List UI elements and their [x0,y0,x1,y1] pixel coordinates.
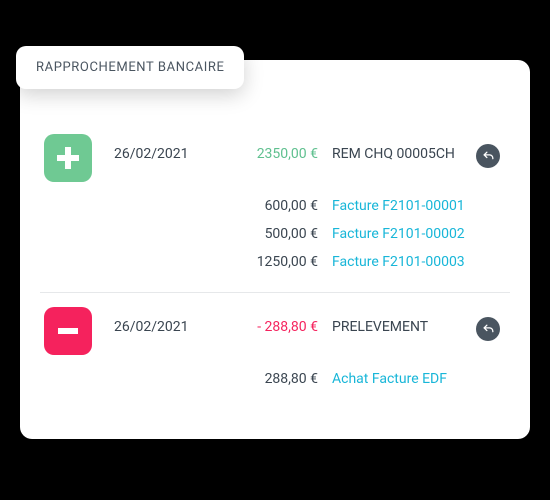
line-amount: 500,00 € [218,226,318,242]
undo-icon [482,323,495,336]
transaction-reference: PRELEVEMENT [332,305,462,355]
line-amount: 1250,00 € [218,254,318,270]
reconciliation-card: 26/02/2021 2350,00 € REM CHQ 00005CH 600… [20,60,530,439]
transaction-badge-credit [44,134,92,182]
undo-button[interactable] [476,317,500,341]
line-amount: 600,00 € [218,198,318,214]
transaction-lines: 288,80 € Achat Facture EDF [218,365,462,393]
transaction-date: 26/02/2021 [114,305,204,355]
line-link[interactable]: Achat Facture EDF [332,371,462,387]
transaction-amount: 2350,00 € [218,132,318,162]
transaction-date: 26/02/2021 [114,132,204,182]
tab-label: RAPPROCHEMENT BANCAIRE [36,60,224,75]
line-amount: 288,80 € [218,371,318,387]
transaction-line: 500,00 € Facture F2101-00002 [218,220,462,248]
line-link[interactable]: Facture F2101-00001 [332,198,465,214]
tab-reconciliation[interactable]: RAPPROCHEMENT BANCAIRE [16,46,244,89]
transaction-line: 288,80 € Achat Facture EDF [218,365,462,393]
minus-icon [54,317,82,345]
line-link[interactable]: Facture F2101-00002 [332,226,465,242]
transaction-row: 26/02/2021 2350,00 € REM CHQ 00005CH 600… [40,120,510,292]
transaction-line: 600,00 € Facture F2101-00001 [218,192,462,220]
transaction-line: 1250,00 € Facture F2101-00003 [218,248,462,276]
line-link[interactable]: Facture F2101-00003 [332,254,465,270]
transaction-row: 26/02/2021 - 288,80 € PRELEVEMENT 288,80… [40,292,510,409]
plus-icon [54,144,82,172]
undo-button[interactable] [476,144,500,168]
transaction-reference: REM CHQ 00005CH [332,132,462,182]
transaction-lines: 600,00 € Facture F2101-00001 500,00 € Fa… [218,192,462,276]
undo-icon [482,150,495,163]
transaction-amount: - 288,80 € [218,305,318,335]
transaction-badge-debit [44,307,92,355]
